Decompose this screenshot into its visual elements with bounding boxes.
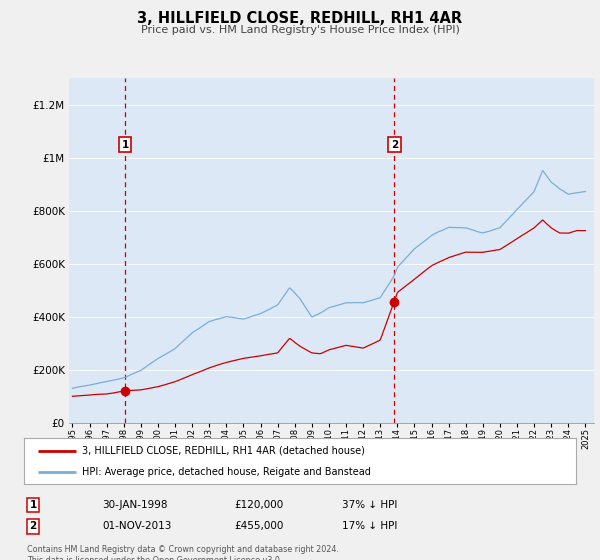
Text: 30-JAN-1998: 30-JAN-1998	[102, 500, 167, 510]
Text: 37% ↓ HPI: 37% ↓ HPI	[342, 500, 397, 510]
Text: HPI: Average price, detached house, Reigate and Banstead: HPI: Average price, detached house, Reig…	[82, 467, 371, 477]
Text: 1: 1	[121, 139, 129, 150]
Text: 3, HILLFIELD CLOSE, REDHILL, RH1 4AR: 3, HILLFIELD CLOSE, REDHILL, RH1 4AR	[137, 11, 463, 26]
Text: 1: 1	[29, 500, 37, 510]
Text: 3, HILLFIELD CLOSE, REDHILL, RH1 4AR (detached house): 3, HILLFIELD CLOSE, REDHILL, RH1 4AR (de…	[82, 446, 365, 456]
Text: £455,000: £455,000	[234, 521, 283, 531]
Text: 17% ↓ HPI: 17% ↓ HPI	[342, 521, 397, 531]
Text: 2: 2	[391, 139, 398, 150]
Text: £120,000: £120,000	[234, 500, 283, 510]
Text: Contains HM Land Registry data © Crown copyright and database right 2024.
This d: Contains HM Land Registry data © Crown c…	[27, 545, 339, 560]
Text: Price paid vs. HM Land Registry's House Price Index (HPI): Price paid vs. HM Land Registry's House …	[140, 25, 460, 35]
Text: 01-NOV-2013: 01-NOV-2013	[102, 521, 172, 531]
Text: 2: 2	[29, 521, 37, 531]
